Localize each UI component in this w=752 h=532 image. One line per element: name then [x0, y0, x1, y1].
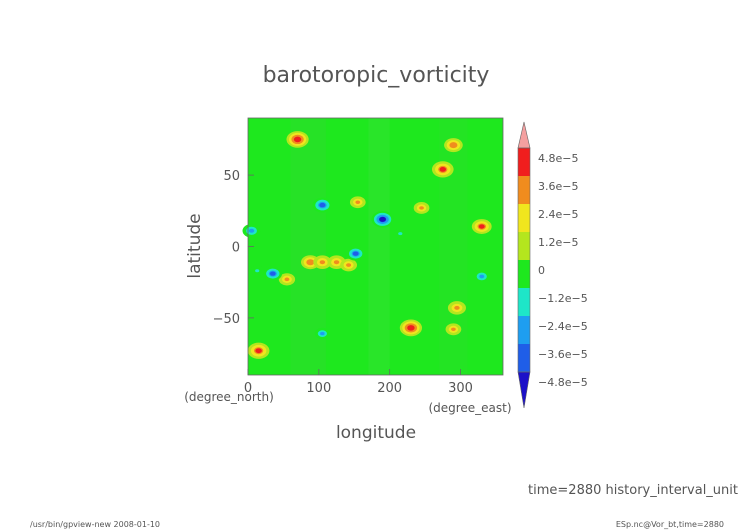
colorbar-label: 2.4e−5 — [538, 208, 578, 221]
vorticity-blob — [473, 270, 491, 283]
y-tick-label: 50 — [223, 169, 240, 184]
vorticity-blob — [413, 202, 430, 214]
vorticity-blob — [346, 246, 365, 261]
vorticity-blob — [349, 196, 366, 209]
colorbar-segment — [518, 260, 530, 289]
x-tick-label: 0 — [244, 381, 252, 396]
vorticity-blob — [263, 266, 283, 281]
colorbar-segment — [518, 344, 530, 373]
y-tick-label: 0 — [232, 241, 240, 256]
vorticity-blob — [399, 319, 423, 337]
time-label: time=2880 history_interval_unit — [528, 483, 738, 498]
vorticity-blob — [242, 224, 261, 238]
vorticity-blob — [247, 342, 270, 359]
vorticity-blobs — [242, 131, 492, 359]
vorticity-blob — [314, 327, 330, 340]
colorbar-label: −2.4e−5 — [538, 320, 588, 333]
colorbar-label: 0 — [538, 264, 545, 277]
colorbar-segment — [518, 204, 530, 233]
colorbar-segment — [518, 148, 530, 177]
colorbar-min-arrow — [517, 371, 531, 409]
y-tick-label: −50 — [213, 312, 240, 327]
colorbar-segment — [518, 288, 530, 317]
vorticity-blob — [278, 273, 296, 286]
vorticity-blob — [286, 131, 309, 148]
vorticity-blob — [250, 265, 265, 276]
x-axis: 0 100 200 300 — [244, 369, 473, 396]
vorticity-blob — [371, 211, 394, 228]
vorticity-blob — [431, 161, 454, 178]
plot-area — [242, 117, 504, 376]
x-axis-unit: (degree_east) — [428, 401, 511, 415]
footer-right-note: ESp.nc@Vor_bt,time=2880 — [616, 520, 724, 529]
colorbar-label: 4.8e−5 — [538, 152, 578, 165]
colorbar-label: −3.6e−5 — [538, 348, 588, 361]
colorbar-max-arrow — [517, 121, 531, 149]
colorbar-label: 1.2e−5 — [538, 236, 578, 249]
colorbar-segment — [518, 176, 530, 205]
colorbar-label: 3.6e−5 — [538, 180, 578, 193]
x-tick-label: 300 — [448, 381, 473, 396]
vorticity-blob — [445, 323, 462, 336]
colorbar: 4.8e−5 3.6e−5 2.4e−5 1.2e−5 0 −1.2e−5 −2.4e−5 −… — [517, 121, 588, 409]
vorticity-blob — [447, 301, 466, 315]
band-layer — [290, 118, 468, 375]
vorticity-blob — [340, 258, 358, 272]
chart-title: barotoropic_vorticity — [263, 63, 490, 88]
longitude-band — [439, 118, 468, 375]
colorbar-segment — [518, 232, 530, 261]
x-tick-label: 100 — [306, 381, 331, 396]
y-axis-unit: (degree_north) — [184, 390, 274, 404]
vorticity-blob — [444, 138, 463, 153]
longitude-band — [368, 118, 390, 375]
x-axis-label: longitude — [336, 423, 416, 443]
footer-left-note: /usr/bin/gpview-new 2008-01-10 — [30, 520, 160, 529]
colorbar-frame — [517, 147, 531, 373]
colorbar-label: −4.8e−5 — [538, 376, 588, 389]
vorticity-blob — [393, 228, 408, 239]
y-axis-label: latitude — [185, 213, 205, 278]
colorbar-segment — [518, 316, 530, 345]
x-tick-label: 200 — [377, 381, 402, 396]
vorticity-blob — [313, 255, 332, 269]
y-axis: 50 0 −50 — [213, 169, 254, 327]
colorbar-label: −1.2e−5 — [538, 292, 588, 305]
vorticity-blob — [312, 197, 333, 213]
vorticity-blob — [471, 219, 492, 234]
